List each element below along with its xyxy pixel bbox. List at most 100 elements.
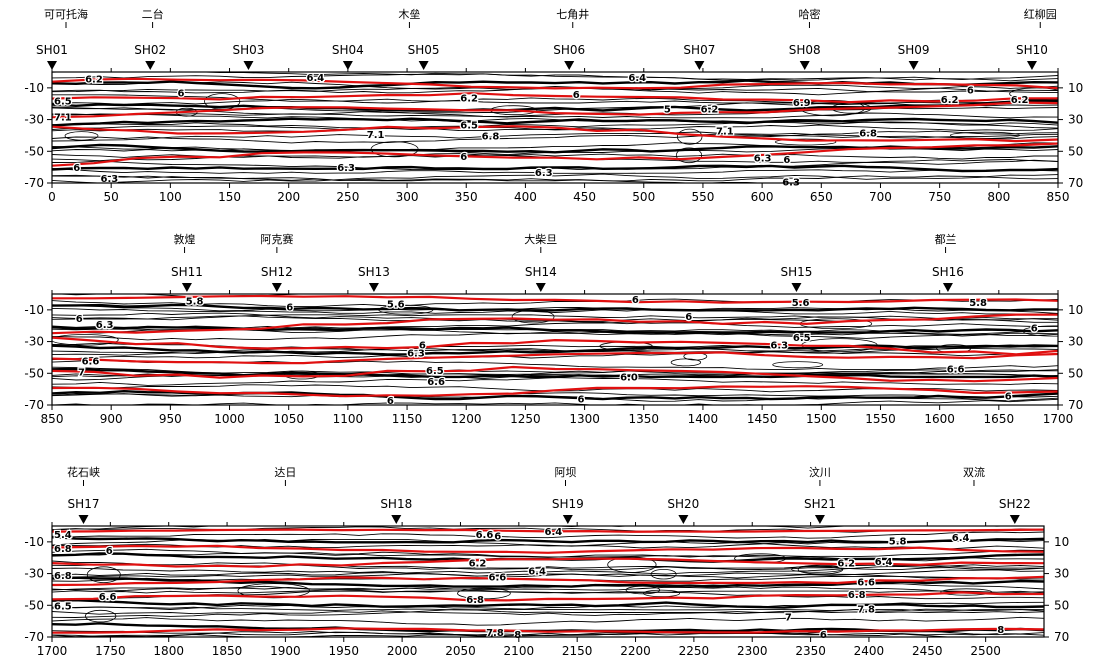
contour-label: 6 xyxy=(73,163,80,174)
contour-label: 5.4 xyxy=(54,530,72,541)
contour-label: 6.8 xyxy=(54,544,72,555)
contour-label: 7.1 xyxy=(54,112,72,123)
contour-loop xyxy=(511,309,555,324)
contour-line xyxy=(52,606,1044,613)
x-tick-label: 1300 xyxy=(569,412,600,426)
y-tick-label-right: 30 xyxy=(1068,113,1083,127)
y-tick-label-right: 50 xyxy=(1054,598,1069,612)
contour-label: 7.1 xyxy=(367,130,385,141)
contour-line xyxy=(52,142,1058,152)
x-tick-label: 1250 xyxy=(510,412,541,426)
contour-line xyxy=(52,99,1058,112)
contour-line xyxy=(52,130,1058,144)
contour-label: 5.8 xyxy=(186,296,204,307)
contour-label: 6.0 xyxy=(620,373,638,384)
y-tick-label-left: -50 xyxy=(24,366,44,380)
station-marker xyxy=(391,515,402,524)
contour-line xyxy=(52,589,1044,600)
x-tick-label: 1450 xyxy=(747,412,778,426)
contour-line xyxy=(52,601,1044,610)
x-tick-label: 2150 xyxy=(562,644,593,658)
panel-1: 6.2 6.5 7.1 6 6.4 6.2 6 6.5 6.8 7.1 6 6.3 6.3 6 6.3 6.4… xyxy=(24,7,1083,204)
contour-label: 5.8 xyxy=(889,536,907,547)
x-tick-label: 300 xyxy=(396,190,419,204)
contour-label: 6.2 xyxy=(460,93,478,104)
contour-loop xyxy=(457,587,511,600)
station-label: SH07 xyxy=(683,43,715,57)
x-tick-label: 1100 xyxy=(333,412,364,426)
x-tick-label: 1850 xyxy=(212,644,243,658)
place-name: 哈密 xyxy=(798,7,820,21)
station-label: SH11 xyxy=(171,265,203,279)
contour-line xyxy=(52,85,1058,96)
station-label: SH04 xyxy=(332,43,364,57)
contour-line xyxy=(52,564,1044,575)
contour-line xyxy=(52,392,1058,398)
contour-line xyxy=(52,562,1044,571)
station-marker xyxy=(1026,61,1037,70)
x-tick-label: 1700 xyxy=(1043,412,1074,426)
x-tick-label: 650 xyxy=(810,190,833,204)
highlight-line xyxy=(52,92,1058,104)
contour-label: 6.8 xyxy=(482,131,500,142)
x-tick-label: 500 xyxy=(632,190,655,204)
contour-label: 7.1 xyxy=(716,127,734,138)
contour-label: 6.2 xyxy=(837,559,855,570)
contour-loop xyxy=(64,131,99,141)
contour-line xyxy=(52,164,1058,173)
contour-loop xyxy=(607,556,657,573)
contour-loop xyxy=(949,131,1021,139)
contour-label: 8 xyxy=(514,630,521,641)
x-tick-label: 1350 xyxy=(628,412,659,426)
x-tick-label: 1650 xyxy=(984,412,1015,426)
contour-label: 5.6 xyxy=(792,298,810,309)
y-tick-label-right: 50 xyxy=(1068,144,1083,158)
place-name: 七角井 xyxy=(556,7,589,21)
contour-label: 6.3 xyxy=(535,168,553,179)
x-tick-label: 1950 xyxy=(328,644,359,658)
plot-frame xyxy=(51,71,1059,184)
contour-line xyxy=(52,79,1058,90)
highlight-line xyxy=(52,294,1058,304)
x-tick-label: 450 xyxy=(573,190,596,204)
station-marker xyxy=(908,61,919,70)
highlight-line xyxy=(52,125,1058,143)
contour-line xyxy=(52,572,1044,580)
highlight-line xyxy=(52,351,1058,365)
x-tick-label: 1900 xyxy=(270,644,301,658)
contour-label: 6 xyxy=(1005,392,1012,403)
contour-label: 6 xyxy=(106,546,113,557)
highlight-lines xyxy=(52,77,1058,167)
contour-label: 6 xyxy=(820,630,827,641)
contour-label: 6.6 xyxy=(99,592,117,603)
highlight-line xyxy=(52,365,1058,383)
contour-loop xyxy=(86,566,121,583)
y-tick-label-left: -10 xyxy=(24,81,44,95)
x-tick-label: 350 xyxy=(455,190,478,204)
place-name: 阿克赛 xyxy=(260,232,293,246)
contour-label: 6 xyxy=(1031,323,1038,334)
contour-label: 6.6 xyxy=(427,377,445,388)
contour-label: 6.8 xyxy=(848,590,866,601)
contour-line xyxy=(52,535,1044,544)
station-label: SH05 xyxy=(408,43,440,57)
place-name: 可可托海 xyxy=(44,7,88,21)
contour-loop xyxy=(772,361,824,369)
contour-line xyxy=(52,583,1044,592)
x-tick-label: 2350 xyxy=(795,644,826,658)
contour-label: 6.2 xyxy=(941,95,959,106)
contour-label: 6.2 xyxy=(1011,95,1029,106)
place-name: 木垒 xyxy=(398,8,420,21)
station-label: SH18 xyxy=(380,497,412,511)
station-marker xyxy=(271,283,282,292)
contour-label: 6.5 xyxy=(54,97,72,108)
contour-line xyxy=(52,304,1058,315)
contour-label: 6 xyxy=(783,155,790,166)
contour-label: 6 xyxy=(178,89,185,100)
contour-loop xyxy=(1022,325,1058,337)
y-tick-label-left: -30 xyxy=(24,113,44,127)
x-tick-label: 2100 xyxy=(504,644,535,658)
x-tick-label: 850 xyxy=(41,412,64,426)
